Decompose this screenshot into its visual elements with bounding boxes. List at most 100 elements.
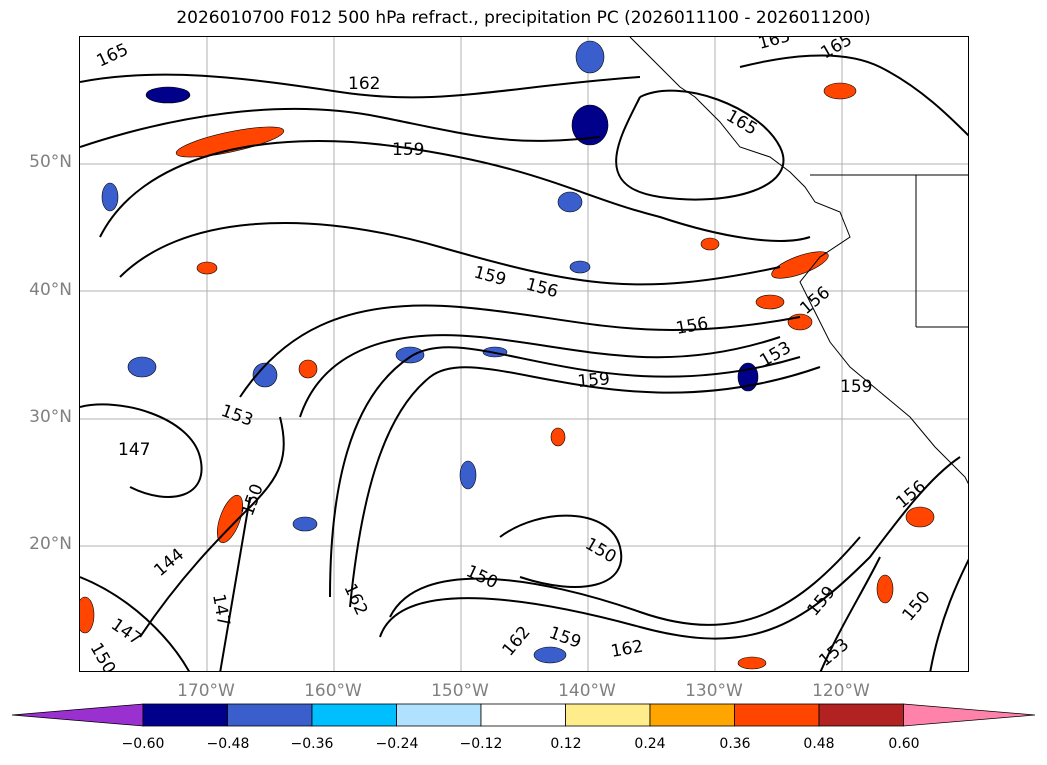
- coastline-north-america: [629, 37, 968, 485]
- lat-label-30n: 30°N: [29, 407, 72, 427]
- precip-blob: [459, 460, 477, 490]
- colorbar-swatch: [227, 703, 313, 727]
- precip-blob: [823, 82, 857, 100]
- map-canvas: 165 162 159 165 165 165 159 156 156 156 …: [80, 37, 968, 673]
- lat-label-40n: 40°N: [29, 280, 72, 300]
- lon-label-160w: 160°W: [304, 681, 362, 701]
- contour-150: [80, 576, 190, 671]
- precip-blob: [905, 506, 935, 528]
- lon-label-140w: 140°W: [558, 681, 616, 701]
- colorbar-tick: −0.12: [459, 736, 503, 752]
- contour-label: 153: [218, 401, 255, 431]
- contour-label: 159: [472, 263, 509, 291]
- contour-label: 147: [208, 592, 233, 627]
- colorbar-extend-low: [11, 703, 144, 727]
- contour-label: 150: [463, 561, 501, 593]
- contour-label: 150: [238, 481, 268, 518]
- colorbar-swatch: [649, 703, 735, 727]
- map-panel: 165 162 159 165 165 165 159 156 156 156 …: [79, 36, 969, 672]
- coastlines: [629, 37, 968, 485]
- lon-label-130w: 130°W: [685, 681, 743, 701]
- precip-blob: [755, 294, 785, 310]
- colorbar-swatch: [818, 703, 904, 727]
- precip-blob: [101, 182, 119, 212]
- contour-label: 165: [756, 37, 793, 54]
- precip-anomaly-fill: [80, 40, 935, 670]
- contour-144: [139, 416, 285, 638]
- precip-blob: [737, 656, 767, 670]
- colorbar-tick: 0.24: [634, 736, 666, 752]
- contour-label: 162: [348, 74, 380, 94]
- contour-label: 165: [94, 40, 132, 72]
- contour-159: [99, 140, 811, 242]
- lon-label-120w: 120°W: [812, 681, 870, 701]
- graticule: [80, 37, 968, 671]
- contour-label: 156: [674, 314, 709, 339]
- precip-blob: [557, 191, 583, 213]
- colorbar-tick: −0.48: [206, 736, 250, 752]
- contour-147: [219, 496, 251, 671]
- precip-blob: [571, 104, 609, 146]
- contour-162: [379, 456, 961, 640]
- contour-159: [615, 89, 785, 201]
- precip-blob: [127, 356, 157, 378]
- colorbar-tick: 0.12: [550, 736, 582, 752]
- precip-blob: [80, 596, 95, 634]
- contour-label: 144: [150, 545, 188, 581]
- contour-159: [299, 334, 781, 418]
- contour-label: 165: [818, 37, 856, 63]
- precip-blob: [216, 494, 244, 544]
- precip-blob: [575, 40, 605, 74]
- refractivity-contours: [80, 54, 968, 671]
- lat-label-20n: 20°N: [29, 534, 72, 554]
- precip-blob: [700, 237, 720, 251]
- contour-label: 162: [499, 622, 535, 660]
- contour-label: 150: [582, 534, 620, 568]
- lat-label-50n: 50°N: [29, 152, 72, 172]
- precip-blob: [395, 346, 425, 364]
- contour-label: 147: [107, 615, 145, 650]
- contour-156: [119, 222, 781, 286]
- contour-162: [80, 107, 601, 148]
- colorbar: [11, 703, 1036, 727]
- contour-label: 147: [118, 440, 150, 460]
- colorbar-swatch: [734, 703, 820, 727]
- contour-label: 162: [339, 581, 371, 619]
- contour-150: [929, 558, 968, 671]
- colorbar-extend-high: [903, 703, 1036, 727]
- colorbar-swatch: [565, 703, 651, 727]
- colorbar-tick: −0.24: [375, 736, 419, 752]
- contour-label: 159: [840, 377, 872, 397]
- contour-153: [349, 366, 821, 608]
- contour-156: [239, 304, 801, 398]
- colorbar-tick: 0.48: [803, 736, 835, 752]
- contour-label: 162: [609, 637, 644, 662]
- contour-165: [739, 54, 968, 137]
- contour-labels: 165 162 159 165 165 165 159 156 156 156 …: [86, 37, 935, 673]
- precip-blob: [175, 126, 285, 158]
- contour-label: 156: [524, 275, 561, 303]
- precip-blob: [252, 362, 278, 388]
- precip-blob: [145, 86, 191, 104]
- contour-153: [329, 346, 801, 598]
- map-title: 2026010700 F012 500 hPa refract., precip…: [176, 8, 871, 28]
- colorbar-tick: −0.60: [121, 736, 165, 752]
- contour-label: 150: [86, 640, 120, 673]
- lon-label-170w: 170°W: [177, 681, 235, 701]
- precip-blob: [771, 251, 829, 279]
- contour-147: [80, 403, 203, 498]
- colorbar-swatch: [311, 703, 397, 727]
- contour-153: [819, 556, 881, 671]
- contour-label: 159: [577, 369, 611, 392]
- precip-blob: [550, 427, 566, 447]
- contour-label: 165: [723, 106, 761, 140]
- colorbar-tick: 0.60: [888, 736, 920, 752]
- colorbar-swatch: [480, 703, 566, 727]
- contour-label: 156: [796, 283, 834, 319]
- contour-147: [499, 514, 623, 588]
- contour-label: 153: [815, 635, 853, 671]
- colorbar-tick: −0.36: [290, 736, 334, 752]
- precip-blob: [292, 516, 318, 532]
- colorbar-swatch: [142, 703, 228, 727]
- precip-blob: [876, 574, 894, 604]
